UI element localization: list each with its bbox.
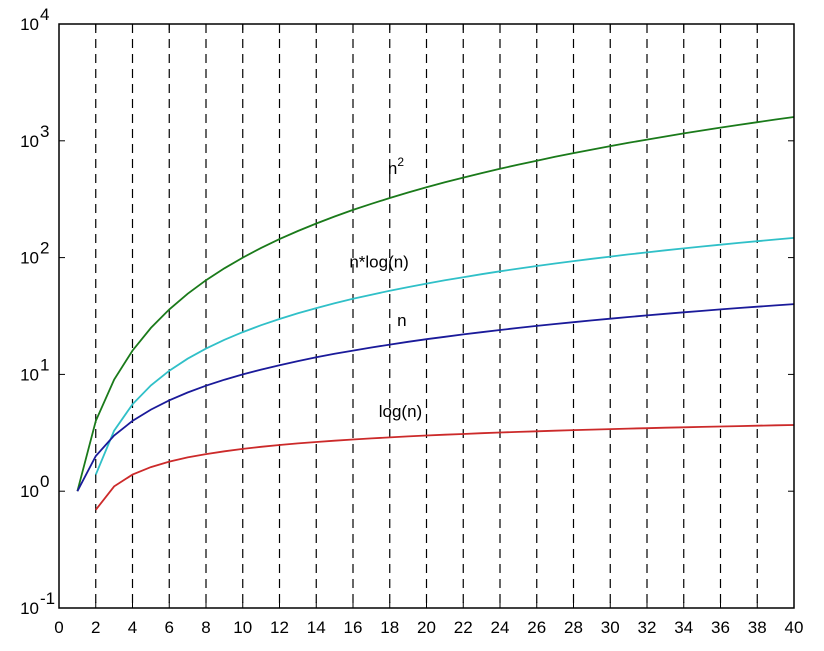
x-tick-label: 34 [674, 618, 693, 637]
y-tick-label: 10 [20, 15, 39, 34]
y-tick-exponent: 3 [40, 122, 49, 141]
x-tick-label: 28 [564, 618, 583, 637]
series-group [76, 116, 795, 511]
x-tick-label: 10 [233, 618, 252, 637]
x-tick-label: 8 [201, 618, 210, 637]
x-tick-label: 14 [307, 618, 326, 637]
series-label: log(n) [379, 402, 422, 421]
x-tick-label: 2 [91, 618, 100, 637]
x-tick-label: 18 [380, 618, 399, 637]
series-label: n2 [388, 155, 404, 178]
y-tick-label: 10 [20, 599, 39, 618]
x-tick-label: 4 [128, 618, 137, 637]
grid-lines [95, 24, 758, 608]
x-tick-label: 32 [638, 618, 657, 637]
series-label: n*log(n) [349, 253, 409, 272]
x-tick-label: 16 [344, 618, 363, 637]
y-tick-label: 10 [20, 482, 39, 501]
x-tick-label: 20 [417, 618, 436, 637]
y-tick-exponent: 1 [40, 355, 49, 374]
axis-ticks: 0 2 4 6 8 10 12 14 16 18 20 22 24 26 28 30 32 34 36 38 4010-… [20, 5, 803, 637]
x-tick-label: 22 [454, 618, 473, 637]
x-tick-label: 38 [748, 618, 767, 637]
series-label: n [397, 311, 406, 330]
y-tick-exponent: 2 [40, 239, 49, 258]
y-tick-exponent: 4 [40, 5, 49, 24]
x-tick-label: 36 [711, 618, 730, 637]
x-tick-label: 0 [54, 618, 63, 637]
x-tick-label: 26 [527, 618, 546, 637]
series-line-n-log-n- [94, 237, 795, 475]
series-labels: n2 n*log(n) n log(n) [349, 155, 422, 421]
series-label-superscript: 2 [397, 155, 404, 169]
x-tick-label: 12 [270, 618, 289, 637]
y-tick-label: 10 [20, 365, 39, 384]
x-tick-label: 40 [785, 618, 804, 637]
x-tick-label: 30 [601, 618, 620, 637]
y-tick-label: 10 [20, 249, 39, 268]
y-tick-exponent: -1 [40, 589, 55, 608]
series-line-n [76, 303, 795, 492]
y-tick-label: 10 [20, 132, 39, 151]
x-tick-label: 6 [165, 618, 174, 637]
series-line-n-2 [76, 116, 795, 492]
series-line-log-n- [95, 424, 795, 511]
y-tick-exponent: 0 [40, 472, 49, 491]
x-tick-label: 24 [491, 618, 510, 637]
